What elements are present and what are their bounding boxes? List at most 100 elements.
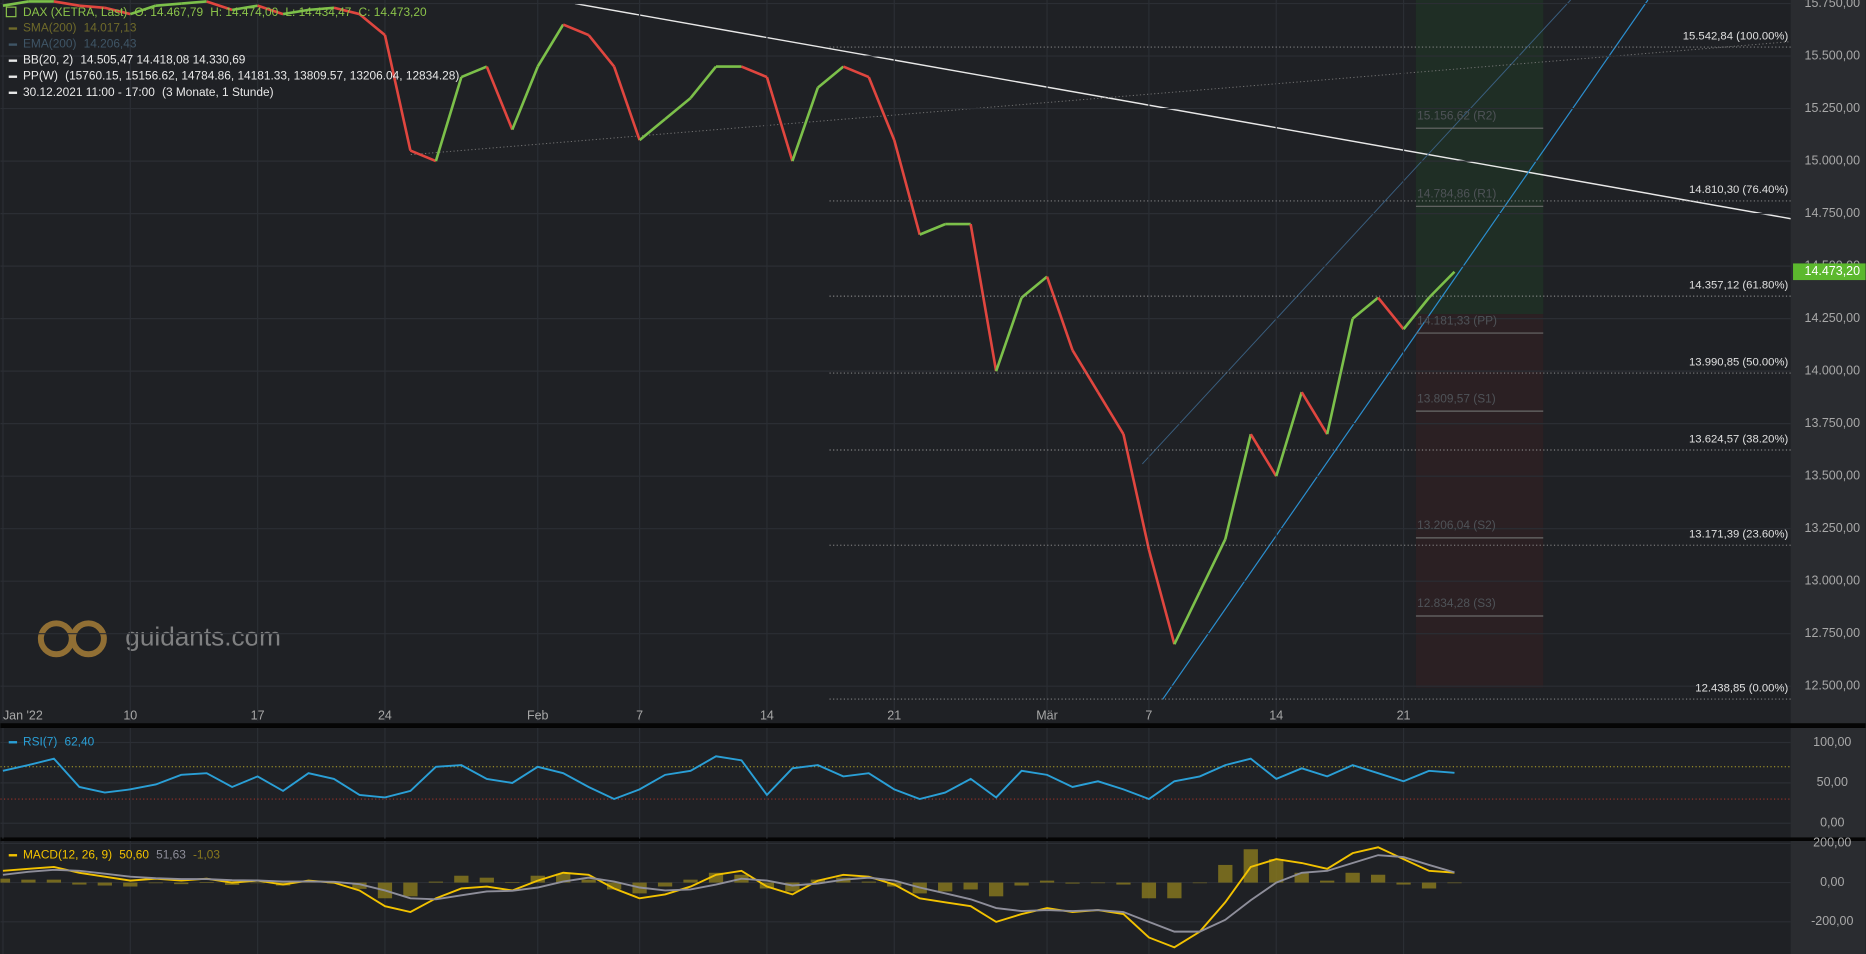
trend-lines (410, 0, 1791, 700)
indicator-name: EMA(200) (23, 37, 77, 51)
price-segment (257, 4, 284, 16)
histogram-bar (1192, 882, 1207, 884)
price-segment (409, 149, 437, 163)
histogram-bar (556, 873, 571, 883)
price-segment (181, 0, 207, 5)
price-segment (612, 66, 641, 141)
indicator-legend: SMA(200) 14.017,13 (23, 21, 137, 35)
histogram-bar (428, 881, 444, 883)
legend-swatch (8, 854, 18, 857)
legend-swatch (8, 75, 18, 78)
watermark: guidants.com (37, 620, 281, 658)
panel (0, 840, 1791, 954)
price-segment (1045, 276, 1074, 351)
histogram-bar (657, 882, 673, 887)
histogram-bar (454, 875, 469, 883)
fib-label: 14.810,30 (76.40%) (1689, 184, 1788, 196)
histogram-bar (1370, 874, 1386, 883)
x-tick-label: Feb (527, 708, 549, 722)
price-segment (308, 6, 335, 12)
price-segment (1147, 549, 1176, 645)
series-line (2, 846, 1455, 949)
y-tick-label: 200,00 (1813, 836, 1851, 850)
y-tick-label: 12.750,00 (1805, 626, 1861, 640)
histogram-bar (530, 875, 545, 883)
price-segment (1173, 591, 1202, 645)
indicator-legend: 30.12.2021 11:00 - 17:00 (3 Monate, 1 Stu… (23, 85, 274, 99)
pivot-label: 14.181,33 (PP) (1417, 313, 1497, 327)
series-line (2, 854, 1455, 933)
histogram-bar (174, 882, 189, 885)
histogram-bar (785, 882, 800, 892)
histogram-bar (1294, 872, 1309, 883)
histogram-bar (0, 878, 11, 883)
y-tick-label: 100,00 (1813, 735, 1851, 749)
y-tick-label: 13.000,00 (1805, 573, 1861, 587)
price-segment (969, 223, 998, 372)
price-segment (664, 97, 692, 121)
price-segment (383, 34, 412, 151)
indicator-legend: EMA(200) 14.206,43 (23, 37, 137, 51)
histogram-bar (988, 882, 1004, 897)
legend-name: MACD(12, 26, 9) (23, 847, 112, 861)
histogram-bar (97, 882, 112, 886)
fib-label: 12.438,85 (0.00%) (1695, 682, 1788, 694)
legend-value: 50,60 (119, 847, 149, 861)
histogram-bar (225, 882, 240, 885)
price-segment (765, 76, 794, 162)
y-tick-label: 14.750,00 (1805, 206, 1861, 220)
histogram-bar (963, 882, 978, 890)
pivot-label: 14.784,86 (R1) (1417, 187, 1496, 201)
histogram-bar (148, 882, 163, 884)
watermark-text: guidants.com (125, 622, 281, 652)
price-segment (231, 4, 258, 12)
histogram-bar (1345, 872, 1360, 883)
price-segment (2, 0, 29, 7)
indicator-legend: PP(W) (15760.15, 15156.62, 14784.86, 1418… (23, 69, 459, 83)
trend-line (410, 41, 1791, 156)
histogram-bar (861, 881, 876, 883)
price-segment (638, 118, 666, 142)
histogram-bar (1320, 880, 1335, 883)
price-segment (333, 6, 360, 16)
x-tick-label: 14 (1269, 708, 1283, 722)
price-segment (1377, 296, 1405, 330)
histogram-bar (1090, 882, 1106, 884)
histogram-bar (1421, 882, 1437, 889)
histogram-bar (683, 879, 698, 883)
pivot-label: 12.834,28 (S3) (1417, 596, 1496, 610)
panel (0, 727, 1791, 839)
y-tick-label: 15.250,00 (1805, 101, 1861, 115)
legend-icon (5, 6, 17, 18)
price-segment (1249, 433, 1278, 477)
y-tick-label: 13.750,00 (1805, 416, 1861, 430)
histogram-bar (606, 882, 622, 890)
ohlc: L: 14.434,47 (285, 5, 351, 19)
price-segment (434, 76, 463, 162)
price-segment (1402, 296, 1431, 330)
histogram-bar (581, 879, 596, 883)
histogram-bar (403, 882, 418, 897)
histogram-bar (505, 882, 520, 883)
y-tick-label: 13.250,00 (1805, 521, 1861, 535)
price-segment (358, 13, 386, 37)
indicator-legend: BB(20, 2) 14.505,47 14.418,08 14.330,69 (23, 53, 246, 67)
y-tick-label: 13.500,00 (1805, 468, 1861, 482)
legend-swatch (8, 91, 18, 94)
price-segment (892, 139, 921, 235)
price-segment (1351, 296, 1379, 320)
price-segment (1274, 391, 1303, 477)
histogram-bar (1447, 882, 1462, 884)
ohlc: O: 14.467,79 (134, 5, 203, 19)
y-tick-label: 15.000,00 (1805, 153, 1861, 167)
pivot-label: 13.206,04 (S2) (1417, 518, 1496, 532)
histogram-bar (1014, 882, 1029, 886)
histogram-bar (1116, 882, 1131, 885)
price-segment (536, 23, 565, 68)
price-segment (867, 76, 896, 141)
indicator-name: 30.12.2021 11:00 - 17:00 (23, 85, 155, 99)
instrument: DAX (XETRA, Last) (23, 5, 127, 19)
logo (69, 620, 107, 658)
histogram-bar (199, 882, 214, 883)
x-tick-label: 7 (1145, 708, 1152, 722)
